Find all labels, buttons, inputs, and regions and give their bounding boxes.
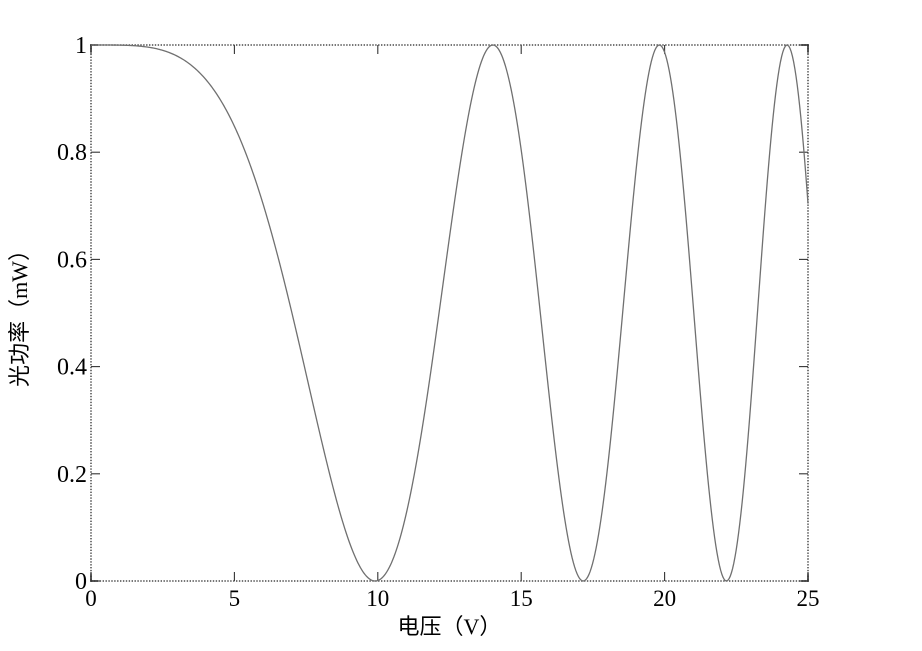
svg-text:0.6: 0.6 bbox=[57, 247, 87, 273]
svg-text:0: 0 bbox=[75, 569, 87, 595]
svg-text:1: 1 bbox=[75, 33, 87, 59]
svg-text:0.2: 0.2 bbox=[57, 462, 87, 488]
svg-text:电压（V）: 电压（V） bbox=[398, 614, 502, 639]
svg-text:10: 10 bbox=[366, 586, 389, 611]
svg-text:15: 15 bbox=[510, 586, 533, 611]
svg-text:5: 5 bbox=[229, 586, 241, 611]
svg-text:0.4: 0.4 bbox=[57, 355, 87, 381]
svg-text:0.8: 0.8 bbox=[57, 140, 87, 166]
svg-text:光功率（mW）: 光功率（mW） bbox=[7, 239, 32, 387]
svg-text:20: 20 bbox=[653, 586, 676, 611]
svg-text:25: 25 bbox=[797, 586, 820, 611]
